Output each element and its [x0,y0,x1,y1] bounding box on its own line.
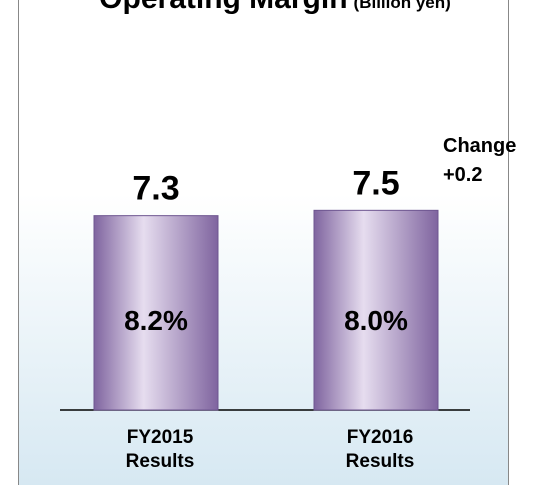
title: Operating Margin [99,0,347,15]
x-tick-label: FY2015 Results [125,427,195,472]
inner-label: 8.0% [344,305,408,336]
subtitle: (Billion yen) [354,0,451,12]
inner-label: 8.2% [124,305,188,336]
chart-title: Operating Margin (Billion yen) [99,0,451,15]
bar [93,215,219,411]
value-label: 7.5 [352,164,399,202]
x-tick-label: FY2016 Results [345,427,415,472]
annotation: Change [443,135,516,157]
value-label: 7.3 [132,170,179,208]
annotation: +0.2 [443,164,482,186]
bar [313,209,439,411]
